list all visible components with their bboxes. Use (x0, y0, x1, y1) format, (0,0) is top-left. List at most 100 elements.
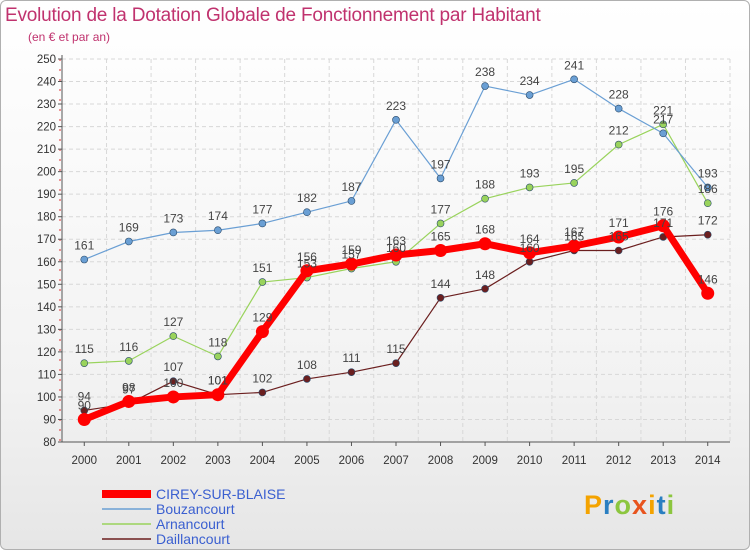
data-label: 174 (208, 209, 228, 223)
x-tick-label: 2007 (383, 455, 409, 467)
data-point (80, 255, 89, 264)
logo-letter: P (584, 490, 604, 520)
y-tick-label: 100 (37, 392, 56, 404)
data-label: 177 (431, 202, 451, 216)
data-point (570, 75, 578, 84)
logo-letter: o (614, 490, 633, 520)
y-tick-label: 110 (38, 369, 56, 381)
data-point (481, 82, 489, 90)
data-label: 148 (475, 268, 495, 282)
data-point (614, 140, 623, 149)
x-tick-label: 2002 (161, 455, 187, 467)
data-label: 186 (698, 182, 718, 196)
data-point (612, 230, 626, 244)
data-point (125, 237, 133, 246)
data-point (525, 91, 534, 99)
y-tick-label: 230 (37, 99, 56, 111)
data-label: 151 (252, 261, 272, 275)
logo-letter: t (656, 490, 667, 520)
data-label: 221 (653, 103, 673, 117)
logo-letter: x (632, 490, 649, 520)
data-point (478, 237, 492, 251)
data-point (525, 257, 534, 266)
y-tick-label: 190 (37, 189, 56, 201)
data-point (80, 359, 89, 367)
data-label: 197 (431, 157, 451, 171)
data-point (169, 377, 178, 385)
data-label: 171 (653, 216, 673, 230)
data-point (481, 284, 489, 293)
data-label: 160 (520, 241, 540, 255)
data-point (347, 197, 356, 205)
y-tick-label: 140 (37, 302, 56, 314)
x-tick-label: 2014 (695, 455, 721, 467)
data-point (659, 129, 668, 138)
data-point (211, 388, 225, 402)
x-tick-label: 2003 (205, 455, 231, 467)
data-point (77, 412, 91, 426)
data-label: 223 (386, 99, 406, 113)
data-point (392, 359, 400, 367)
data-point (347, 368, 356, 376)
data-label: 153 (297, 257, 317, 271)
x-tick-label: 2011 (562, 455, 587, 467)
data-point (656, 219, 670, 233)
y-tick-label: 170 (37, 234, 56, 246)
data-label: 165 (564, 230, 584, 244)
data-labels: 161 169 173 174 177 182 187 223 197 238 234 241 228 2… (74, 58, 718, 252)
data-point (303, 208, 311, 216)
data-label: 101 (208, 374, 228, 388)
data-point (436, 294, 445, 302)
data-label: 188 (475, 178, 495, 192)
x-tick-label: 2012 (606, 455, 632, 467)
data-label: 146 (698, 272, 718, 286)
x-tick-label: 2010 (517, 455, 543, 467)
data-label: 160 (386, 241, 406, 255)
data-point (122, 394, 136, 408)
data-label: 241 (564, 58, 584, 72)
data-label: 167 (564, 225, 584, 239)
x-tick-label: 2001 (116, 455, 142, 467)
data-point (614, 104, 623, 113)
legend: CIREY-SUR-BLAISEBouzancourtArnancourtDai… (102, 486, 285, 547)
data-point (659, 120, 668, 129)
data-label: 173 (163, 211, 183, 225)
data-point (614, 246, 623, 255)
data-point (214, 226, 222, 235)
legend-label: CIREY-SUR-BLAISE (156, 486, 285, 502)
x-tick-label: 2013 (650, 455, 676, 467)
data-label: 111 (342, 351, 361, 365)
y-tick-label: 200 (37, 167, 56, 179)
data-label: 234 (520, 74, 540, 88)
y-tick-label: 80 (43, 437, 56, 449)
data-label: 90 (78, 398, 92, 412)
logo-letter: i (648, 490, 657, 520)
y-tick-label: 150 (37, 279, 56, 291)
data-point (303, 375, 311, 383)
y-tick-label: 130 (37, 324, 56, 336)
data-label: 159 (341, 243, 361, 257)
data-point (481, 194, 489, 203)
data-label: 107 (163, 360, 183, 374)
logo-letter: r (603, 490, 615, 520)
data-point (525, 183, 534, 192)
x-tick-label: 2004 (250, 455, 276, 467)
data-label: 193 (520, 166, 540, 180)
data-label: 116 (119, 340, 138, 354)
data-label: 102 (252, 371, 272, 385)
data-label: 115 (386, 342, 405, 356)
data-label: 156 (297, 250, 317, 264)
data-label: 228 (609, 88, 629, 102)
data-label: 171 (609, 216, 629, 230)
series-bouzancourt (80, 75, 712, 264)
data-label: 97 (122, 383, 136, 397)
data-point (701, 286, 715, 300)
data-point (703, 230, 712, 239)
data-labels: 115 116 127 118 151 153 157 160 177 188 193 195 212 2… (75, 103, 718, 356)
chart-title: Evolution de la Dotation Globale de Fonc… (5, 5, 541, 26)
data-label: 163 (386, 234, 406, 248)
data-label: 169 (119, 220, 139, 234)
y-tick-label: 250 (37, 54, 56, 66)
